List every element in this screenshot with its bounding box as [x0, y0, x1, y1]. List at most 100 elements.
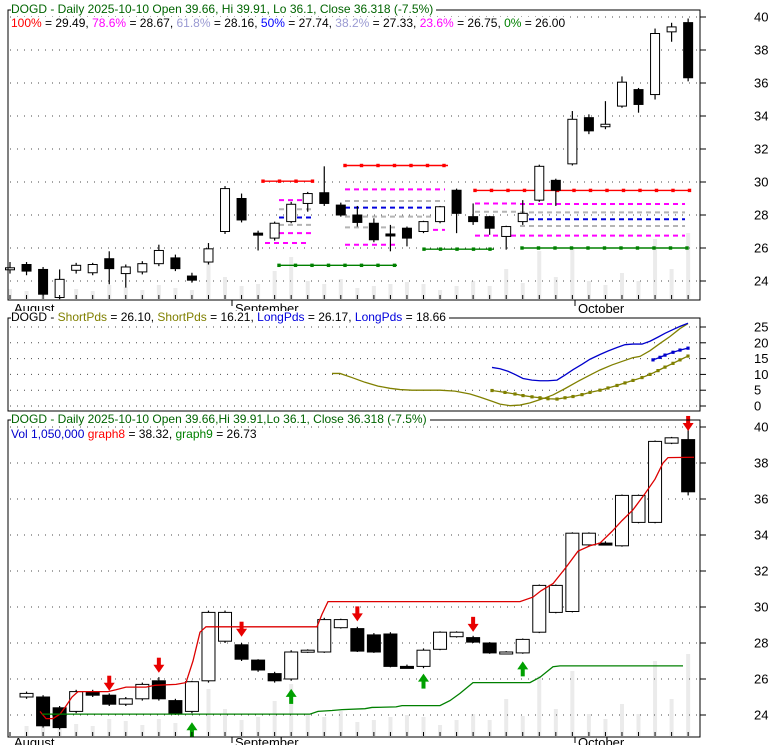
buy-arrow-icon: [285, 688, 297, 697]
header-segment: = 29.49,: [41, 16, 93, 30]
month-label: October: [578, 735, 625, 745]
header-segment: 38.2%: [335, 16, 370, 30]
candle: [482, 642, 497, 654]
candle: [565, 532, 580, 613]
buy-arrow-icon: [517, 661, 529, 670]
candle: [501, 226, 512, 237]
candle: [137, 263, 148, 273]
header-segment: = 28.67,: [126, 16, 177, 30]
candle: [350, 628, 365, 652]
y-axis-label: 20: [754, 335, 768, 350]
header-segment: DOGD - Daily 2025-10-10 Open 39.66, Hi 3…: [11, 2, 434, 16]
candle: [269, 222, 280, 239]
candle: [69, 691, 84, 712]
candle: [666, 26, 677, 33]
series-ShortPds: [332, 322, 689, 407]
header-segment: 0%: [504, 16, 522, 30]
candle: [302, 193, 313, 204]
fib-levels-readout: 100% = 29.49, 78.6% = 28.67, 61.8% = 28.…: [11, 16, 569, 30]
header-segment: graph8: [87, 427, 126, 441]
header-segment: = 18.66: [402, 310, 446, 324]
candle: [300, 649, 315, 653]
sell-arrow-icon: [103, 682, 115, 691]
month-label: October: [578, 301, 625, 316]
candle: [648, 440, 663, 523]
sell-arrow-icon: [351, 613, 363, 622]
y-axis-label: 40: [754, 420, 768, 435]
candle: [532, 584, 547, 633]
candle: [631, 494, 646, 523]
header-segment: DOGD -: [11, 310, 58, 324]
candle: [383, 633, 398, 667]
header-segment: = 26.10,: [107, 310, 158, 324]
candle: [401, 227, 412, 239]
candle: [153, 249, 164, 265]
candle: [102, 694, 117, 705]
candle: [38, 268, 49, 295]
candle: [36, 696, 51, 727]
sell-arrow-icon: [236, 628, 248, 637]
candle: [664, 437, 679, 444]
month-label: September: [235, 735, 299, 745]
series-graph9: [42, 665, 683, 715]
header-segment: 23.6%: [419, 16, 454, 30]
y-axis-label: 28: [754, 208, 768, 223]
candle: [120, 266, 131, 275]
y-axis-label: 5: [754, 383, 761, 398]
y-axis-label: 38: [754, 43, 768, 58]
candle: [681, 439, 696, 493]
y-axis-label: 36: [754, 76, 768, 91]
buy-arrow-icon: [418, 673, 429, 682]
candle: [151, 680, 166, 700]
y-axis-label: 36: [754, 492, 768, 507]
candle: [433, 631, 448, 650]
candle: [170, 257, 181, 270]
candle: [352, 214, 363, 223]
y-axis-label: 34: [754, 109, 768, 124]
y-axis-label: 26: [754, 241, 768, 256]
header-segment: 78.6%: [92, 16, 127, 30]
candle: [499, 651, 514, 655]
header-segment: 100%: [11, 16, 42, 30]
header-segment: DOGD - Daily 2025-10-10 Open 39.66,Hi 39…: [11, 412, 427, 426]
y-axis-label: 0: [754, 399, 761, 414]
candle: [515, 638, 530, 654]
y-axis-label: 28: [754, 636, 768, 651]
header-segment: ShortPds: [57, 310, 108, 324]
candle: [468, 216, 479, 223]
y-axis-label: 38: [754, 456, 768, 471]
candle: [87, 264, 98, 274]
y-axis-label: 24: [754, 708, 768, 723]
sell-arrow-icon: [467, 623, 479, 632]
candle: [650, 33, 661, 96]
candle: [184, 681, 199, 712]
y-axis-label: 10: [754, 367, 768, 382]
buy-arrow-icon: [186, 722, 198, 731]
candle: [550, 179, 561, 191]
header-segment: = 28.16,: [210, 16, 261, 30]
header-segment: ShortPds: [157, 310, 207, 324]
candle: [286, 203, 297, 223]
candle: [5, 267, 15, 271]
candle: [186, 275, 197, 281]
header-segment: = 38.32,: [125, 427, 176, 441]
candle: [253, 232, 264, 236]
candle: [368, 222, 379, 241]
header-segment: = 26.00: [521, 16, 566, 30]
y-axis-label: 24: [754, 274, 768, 289]
indicator-panel-title: DOGD - ShortPds = 26.10, ShortPds = 16.2…: [11, 311, 449, 324]
candle: [451, 189, 462, 214]
header-segment: = 26.75,: [453, 16, 505, 30]
candle: [418, 221, 429, 233]
candle: [251, 659, 266, 671]
month-label: August: [14, 735, 55, 745]
header-segment: 61.8%: [176, 16, 211, 30]
candle: [484, 216, 495, 229]
candle: [236, 198, 247, 221]
candle: [366, 634, 381, 653]
top-panel-title: DOGD - Daily 2025-10-10 Open 39.66, Hi 3…: [11, 2, 437, 16]
header-segment: LongPds: [257, 310, 305, 324]
